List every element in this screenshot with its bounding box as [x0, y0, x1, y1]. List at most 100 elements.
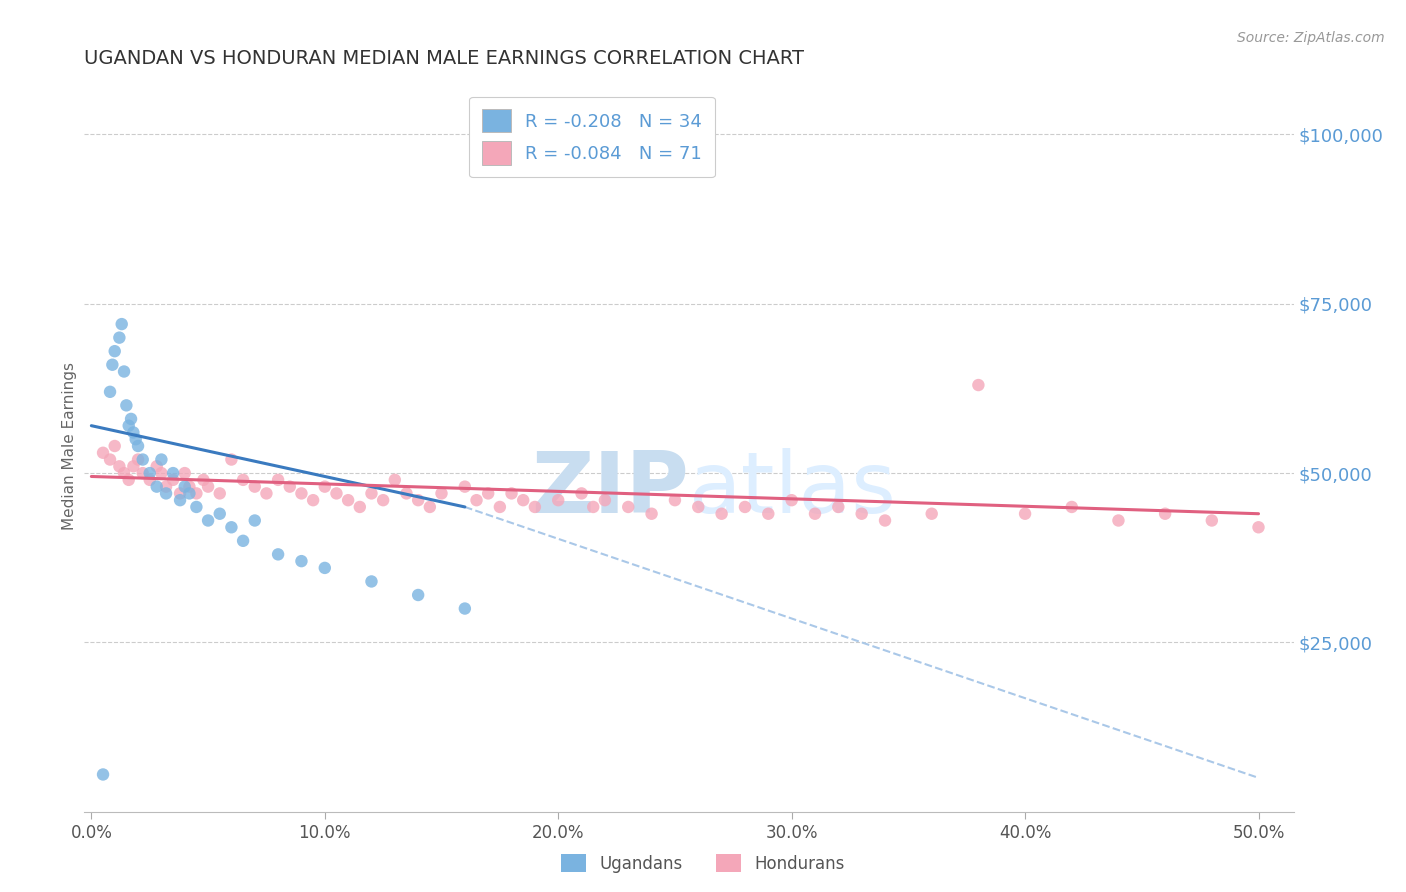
Point [197, 514, 219, 528]
Point [278, 480, 301, 494]
Point [221, 520, 243, 534]
Point [302, 493, 325, 508]
Point [921, 507, 943, 521]
Point [373, 493, 395, 508]
Point [125, 432, 148, 446]
Point [290, 486, 312, 500]
Point [406, 493, 429, 508]
Point [208, 486, 231, 500]
Point [395, 486, 418, 500]
Point [710, 507, 733, 521]
Point [179, 486, 201, 500]
Point [150, 452, 173, 467]
Point [243, 514, 266, 528]
Point [112, 364, 135, 378]
Point [873, 514, 896, 528]
Text: atlas: atlas [689, 449, 897, 532]
Point [127, 439, 149, 453]
Point [108, 331, 131, 345]
Point [179, 480, 201, 494]
Point [547, 493, 569, 508]
Point [91, 767, 114, 781]
Text: ZIP: ZIP [531, 449, 689, 532]
Point [186, 500, 208, 514]
Point [325, 486, 347, 500]
Point [162, 473, 184, 487]
Point [827, 500, 849, 514]
Point [734, 500, 756, 514]
Point [593, 493, 616, 508]
Point [122, 459, 145, 474]
Point [465, 493, 488, 508]
Point [118, 473, 141, 487]
Point [243, 480, 266, 494]
Point [571, 486, 593, 500]
Point [430, 486, 453, 500]
Point [118, 418, 141, 433]
Point [132, 466, 155, 480]
Point [91, 446, 114, 460]
Y-axis label: Median Male Earnings: Median Male Earnings [62, 362, 77, 530]
Point [138, 473, 160, 487]
Point [112, 466, 135, 480]
Point [169, 493, 191, 508]
Point [360, 486, 382, 500]
Point [290, 554, 312, 568]
Point [640, 507, 662, 521]
Point [617, 500, 640, 514]
Point [104, 439, 127, 453]
Point [232, 533, 254, 548]
Point [162, 466, 184, 480]
Point [477, 486, 499, 500]
Point [523, 500, 546, 514]
Point [254, 486, 277, 500]
Point [384, 473, 406, 487]
Point [104, 344, 127, 359]
Point [454, 601, 477, 615]
Point [186, 486, 208, 500]
Point [98, 384, 121, 399]
Point [127, 452, 149, 467]
Text: UGANDAN VS HONDURAN MEDIAN MALE EARNINGS CORRELATION CHART: UGANDAN VS HONDURAN MEDIAN MALE EARNINGS… [84, 48, 804, 68]
Point [664, 493, 686, 508]
Point [1154, 507, 1177, 521]
Point [1247, 520, 1270, 534]
Point [193, 473, 215, 487]
Point [173, 480, 195, 494]
Point [1107, 514, 1129, 528]
Point [150, 466, 173, 480]
Point [232, 473, 254, 487]
Point [115, 398, 138, 412]
Point [120, 412, 142, 426]
Point [851, 507, 873, 521]
Point [132, 452, 155, 467]
Point [267, 473, 290, 487]
Point [780, 493, 803, 508]
Point [267, 547, 290, 561]
Point [501, 486, 523, 500]
Point [360, 574, 382, 589]
Point [145, 459, 167, 474]
Point [155, 480, 177, 494]
Point [804, 507, 827, 521]
Point [145, 480, 167, 494]
Point [314, 561, 336, 575]
Point [98, 452, 121, 467]
Point [349, 500, 371, 514]
Point [1014, 507, 1036, 521]
Point [111, 317, 134, 331]
Point [108, 459, 131, 474]
Point [337, 493, 360, 508]
Point [155, 486, 177, 500]
Point [688, 500, 710, 514]
Legend: R = -0.208   N = 34, R = -0.084   N = 71: R = -0.208 N = 34, R = -0.084 N = 71 [470, 96, 714, 178]
Point [1201, 514, 1223, 528]
Point [173, 466, 195, 480]
Point [419, 500, 441, 514]
Point [489, 500, 512, 514]
Legend: Ugandans, Hondurans: Ugandans, Hondurans [554, 847, 852, 880]
Point [582, 500, 605, 514]
Point [101, 358, 124, 372]
Point [122, 425, 145, 440]
Point [454, 480, 477, 494]
